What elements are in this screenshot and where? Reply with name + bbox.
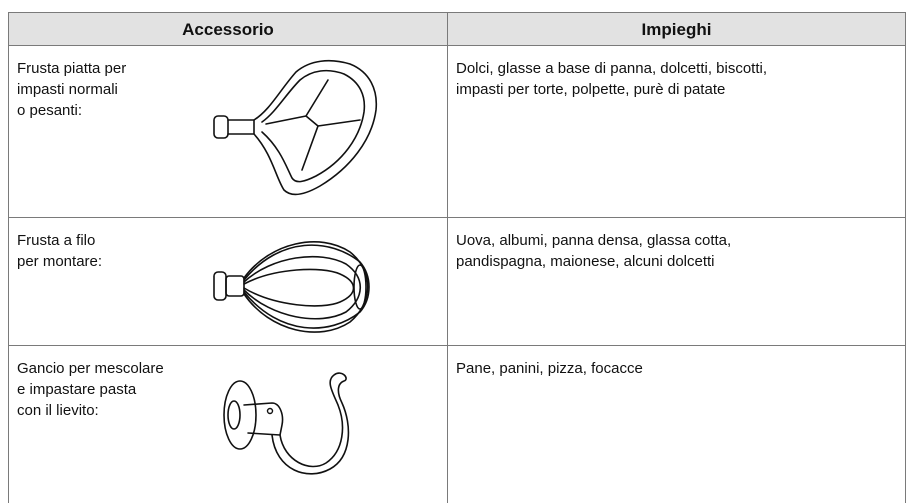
- text-line: Pane, panini, pizza, focacce: [456, 360, 643, 377]
- table-cell: [447, 345, 906, 503]
- header-text: Impieghi: [641, 20, 712, 39]
- cell-text: Gancio per mescolare e impastare pasta con…: [17, 358, 164, 421]
- text-line: impasti per torte, polpette, purè di pat…: [456, 81, 726, 98]
- text-line: Dolci, glasse a base di panna, dolcetti,…: [456, 60, 768, 77]
- text-line: Frusta piatta per: [17, 60, 127, 77]
- text-line: Gancio per mescolare: [17, 360, 164, 377]
- cell-text: Uova, albumi, panna densa, glassa cotta,…: [456, 230, 731, 272]
- text-line: Uova, albumi, panna densa, glassa cotta,: [456, 232, 732, 249]
- header-cell: Accessorio: [8, 12, 448, 46]
- dough-hook-illustration: [223, 372, 350, 475]
- text-line: o pesanti:: [17, 102, 83, 119]
- cell-text: Frusta piatta per impasti normali o pesant…: [17, 58, 126, 121]
- text-line: pandispagna, maionese, alcuni dolcetti: [456, 253, 715, 270]
- text-line: impasti normali: [17, 81, 118, 98]
- text-line: Frusta a filo: [17, 232, 96, 249]
- header-text: Accessorio: [182, 20, 274, 39]
- cell-text: Pane, panini, pizza, focacce: [456, 358, 643, 379]
- cell-text: Frusta a filo per montare:: [17, 230, 102, 272]
- text-line: per montare:: [17, 253, 103, 270]
- cell-text: Dolci, glasse a base di panna, dolcetti,…: [456, 58, 767, 100]
- header-cell: Impieghi: [447, 12, 906, 46]
- wire-whip-illustration: [213, 241, 370, 333]
- flat-beater-illustration: [213, 59, 378, 196]
- text-line: con il lievito:: [17, 402, 99, 419]
- text-line: e impastare pasta: [17, 381, 137, 398]
